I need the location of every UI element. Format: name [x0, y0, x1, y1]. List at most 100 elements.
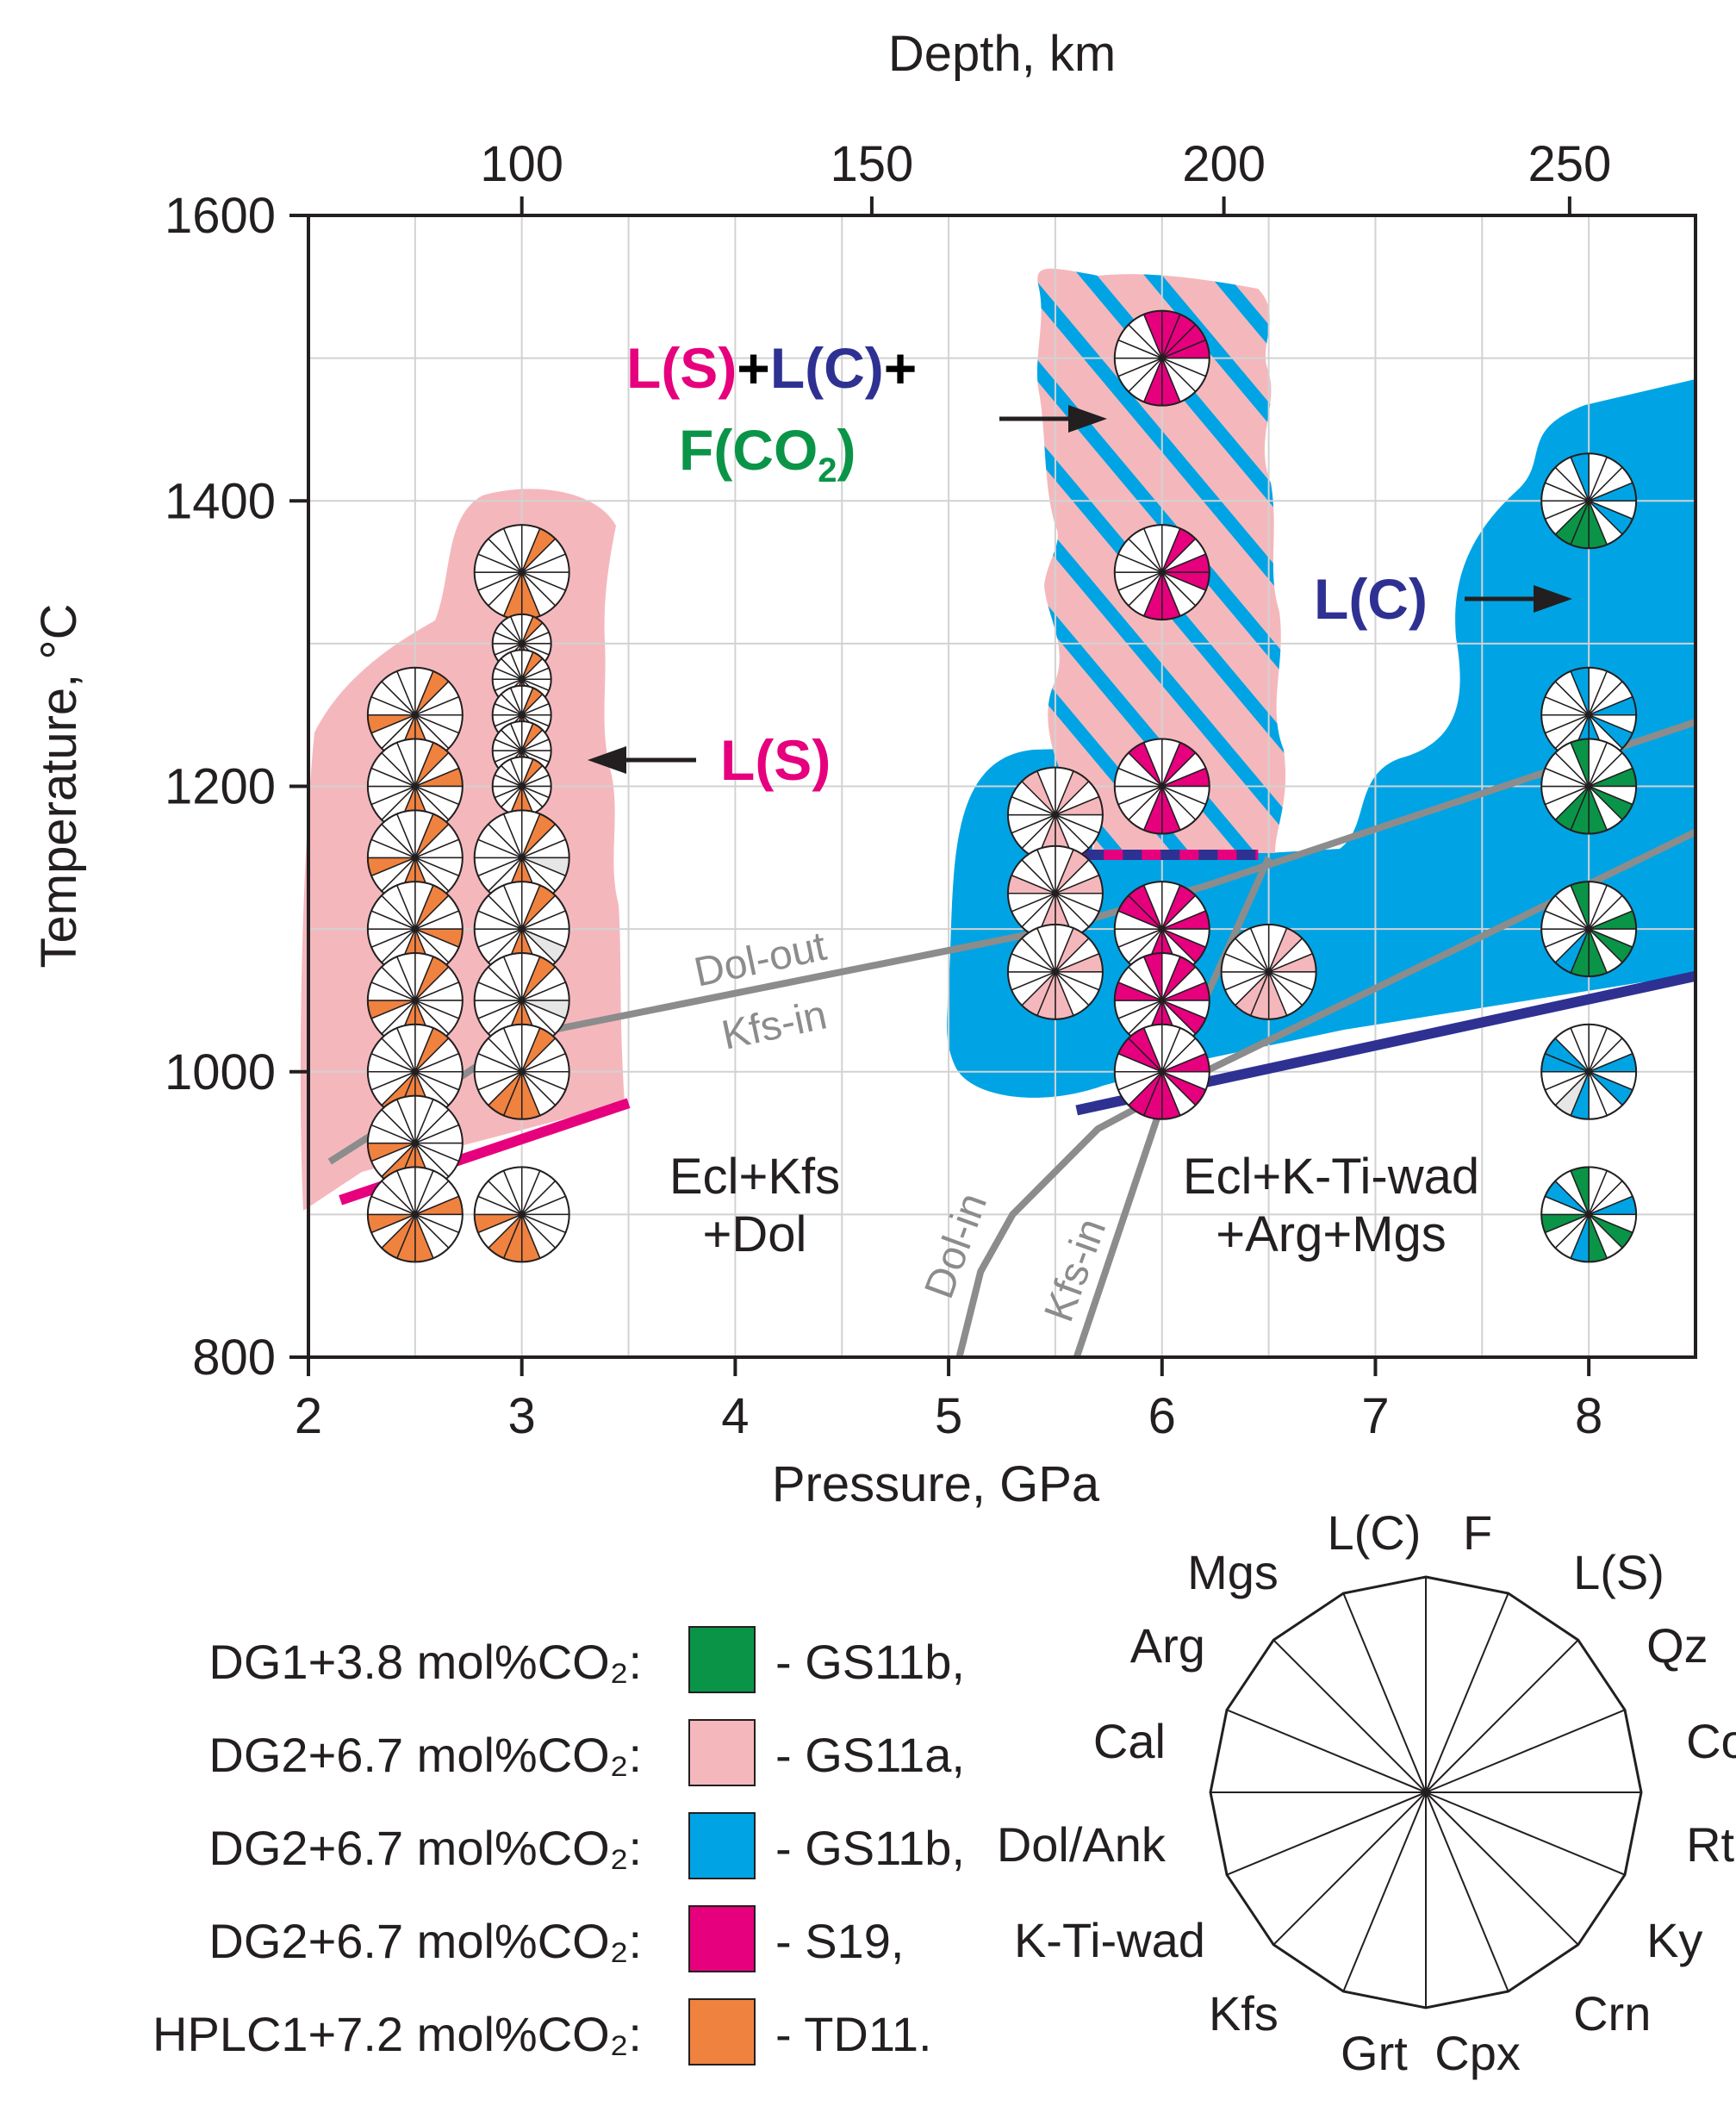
top-tick-label: 150 [831, 136, 914, 192]
wheel-spoke [1425, 1639, 1579, 1793]
wheel-label: Kfs [1209, 1986, 1279, 2041]
legend-item: DG2+6.7 mol%CO₂: - GS11b, [208, 1812, 965, 1879]
legend-swatch [688, 1998, 756, 2066]
wheel-label: Rt [1686, 1817, 1734, 1872]
phase-pie-marker [1220, 923, 1317, 1020]
x-tick-label: 6 [1148, 1388, 1176, 1444]
region-label-fco2-main: F(CO [679, 418, 818, 482]
phase-pie-marker [366, 881, 464, 978]
legend-label: DG1+3.8 mol%CO₂: [208, 1635, 642, 1689]
wheel-label: Grt [1341, 2026, 1408, 2080]
pie-outline [1540, 738, 1638, 835]
wheel-label: Dol/Ank [997, 1817, 1167, 1872]
arrow-ls-lc-f-head [1068, 405, 1107, 433]
wheel-spoke [1425, 1791, 1579, 1946]
pie-outline [1113, 738, 1210, 835]
wheel-spoke [1342, 1592, 1427, 1793]
wheel-spoke [1425, 1592, 1509, 1793]
field-label-left-1: Ecl+Kfs [669, 1149, 840, 1205]
pie-outline [1220, 923, 1317, 1020]
wheel-spoke [1425, 1791, 1626, 1876]
phase-pie-marker [1540, 1166, 1638, 1263]
phase-pie-marker [473, 1166, 570, 1263]
field-label-right-2: +Arg+Mgs [1216, 1206, 1447, 1262]
region-label-fco2: F(CO2) [679, 418, 856, 489]
phase-pie-marker [1540, 881, 1638, 978]
x-tick-label: 5 [935, 1388, 962, 1444]
wheel-label: Qz [1646, 1618, 1708, 1673]
x-tick-label: 7 [1361, 1388, 1389, 1444]
y-tick-label: 1600 [165, 188, 276, 244]
curve-label-dol-in: Dol-in [917, 1187, 997, 1305]
region-label-plus-1: + [737, 336, 770, 400]
region-label-fco2-sub: 2 [818, 452, 837, 489]
region-label-plus-2: + [884, 336, 918, 400]
phase-pie-marker [473, 524, 570, 621]
wheel-spoke [1425, 1709, 1626, 1793]
pie-outline [1540, 881, 1638, 978]
y-axis-label: Temperature, °C [31, 604, 87, 969]
wheel-spoke [1226, 1709, 1427, 1793]
axis-ticks: 2 3 4 5 6 7 8 800 1000 1200 1400 1600 100 150 200 250 [165, 136, 1611, 1444]
phase-pie-marker [1540, 452, 1638, 550]
phase-pie-marker [1113, 738, 1210, 835]
phase-pie-marker [1113, 881, 1210, 978]
legend-label: HPLC1+7.2 mol%CO₂: [152, 2007, 642, 2061]
phase-pie-marker [1006, 923, 1104, 1020]
wheel-label: Cpx [1434, 2026, 1521, 2080]
wheel-label: Cal [1093, 1714, 1166, 1768]
x-tick-label: 2 [295, 1388, 322, 1444]
legend-label: DG2+6.7 mol%CO₂: [208, 1728, 642, 1782]
region-label-lc-right: L(C) [1314, 567, 1428, 631]
legend-item: DG2+6.7 mol%CO₂: - S19, [208, 1905, 904, 1972]
region-label-fco2-close: ) [837, 418, 856, 482]
phase-pie-marker [1113, 1023, 1210, 1120]
pie-outline [1540, 452, 1638, 550]
pie-outline [1113, 309, 1210, 407]
legend-label: DG2+6.7 mol%CO₂: [208, 1821, 642, 1875]
legend-sample: - S19, [775, 1914, 904, 1968]
legend-item: DG2+6.7 mol%CO₂: - GS11a, [208, 1719, 965, 1786]
top-tick-label: 250 [1528, 136, 1611, 192]
wheel-spoke [1272, 1639, 1427, 1793]
pie-outline [1540, 1166, 1638, 1263]
field-label-right-1: Ecl+K-Ti-wad [1183, 1149, 1479, 1205]
legend-swatch [688, 1626, 756, 1693]
pie-outline [1006, 923, 1104, 1020]
wheel-label: L(C) [1327, 1505, 1421, 1560]
phase-pie-marker [366, 666, 464, 763]
top-axis-label: Depth, km [888, 26, 1116, 82]
legend-swatch [688, 1905, 756, 1972]
legend: DG1+3.8 mol%CO₂: - GS11b, DG2+6.7 mol%CO₂:… [152, 1626, 965, 2066]
legend-item: HPLC1+7.2 mol%CO₂: - TD11. [152, 1998, 932, 2066]
legend-item: DG1+3.8 mol%CO₂: - GS11b, [208, 1626, 965, 1693]
pie-outline [366, 1166, 464, 1263]
pie-outline [473, 1166, 570, 1263]
y-tick-label: 1000 [165, 1044, 276, 1100]
wheel-spoke [1425, 1791, 1509, 1992]
phase-pie-marker [1113, 309, 1210, 407]
legend-label: DG2+6.7 mol%CO₂: [208, 1914, 642, 1968]
y-tick-label: 1400 [165, 473, 276, 529]
wheel-label: Ky [1646, 1913, 1702, 1967]
phase-markers [366, 309, 1638, 1263]
phase-pie-marker [1540, 1023, 1638, 1120]
phase-pie-marker [366, 809, 464, 907]
phase-pie-marker [1540, 738, 1638, 835]
wheel-outline [1209, 1575, 1643, 2009]
pie-outline [473, 1023, 570, 1120]
pie-outline [1540, 1023, 1638, 1120]
pie-outline [1113, 524, 1210, 621]
phase-pie-marker [491, 756, 552, 817]
wheel-label: Coe [1686, 1714, 1736, 1768]
wheel-label: Crn [1573, 1986, 1651, 2041]
dol-in-line [955, 828, 1697, 1358]
region-label-lc: L(C) [770, 336, 884, 400]
wheel-label: Arg [1130, 1618, 1205, 1673]
phase-pie-marker [473, 1023, 570, 1120]
legend-swatch [688, 1812, 756, 1879]
phase-pie-marker [473, 951, 570, 1049]
phase-pie-marker [366, 1166, 464, 1263]
